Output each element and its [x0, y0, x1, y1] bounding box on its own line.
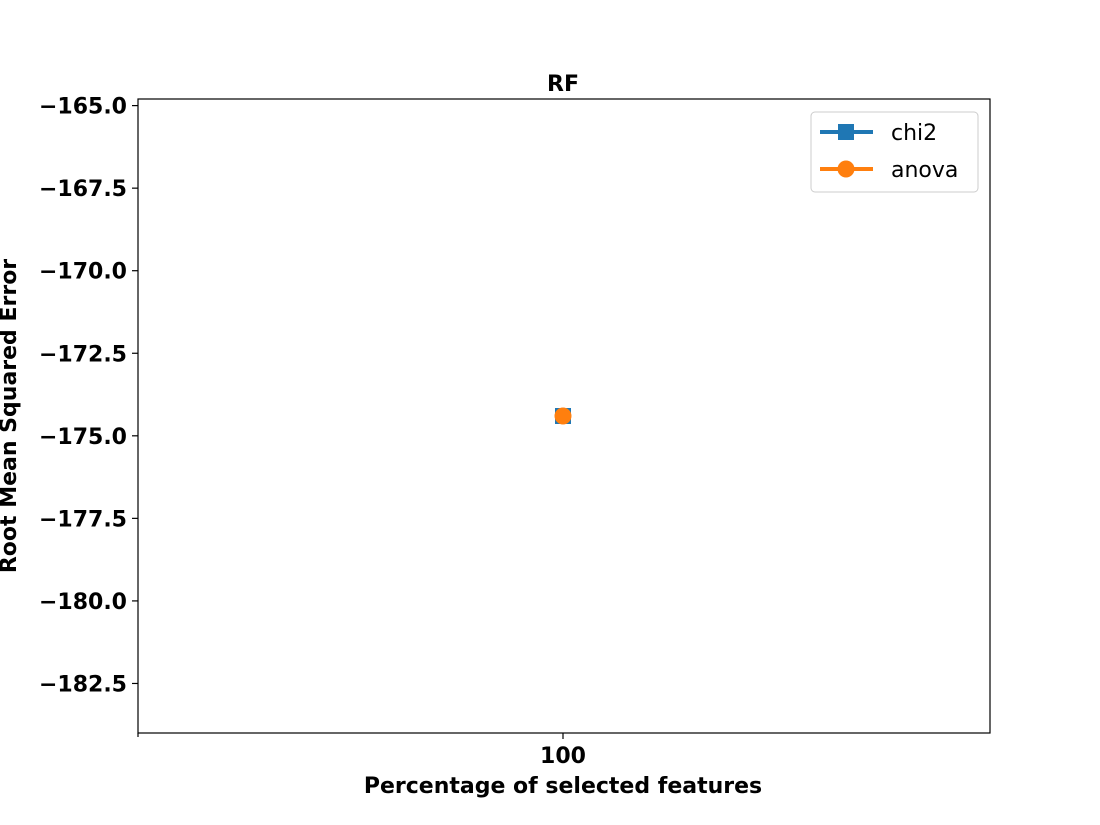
- chart-title: RF: [547, 72, 579, 97]
- y-tick-label: −165.0: [39, 95, 127, 120]
- y-tick-label: −170.0: [39, 260, 127, 285]
- y-tick-label: −177.5: [39, 507, 127, 532]
- y-tick-label: −175.0: [39, 425, 127, 450]
- x-axis-ticks: 100: [137, 733, 586, 769]
- y-tick-label: −172.5: [39, 342, 127, 367]
- legend-marker-anova: [837, 160, 855, 178]
- x-tick-label: 100: [540, 744, 586, 769]
- legend-entries: chi2 anova: [820, 121, 958, 183]
- series-layer: [554, 407, 572, 425]
- y-axis-label: Root Mean Squared Error: [0, 259, 22, 573]
- y-tick-label: −182.5: [39, 672, 127, 697]
- legend-marker-chi2: [838, 124, 854, 140]
- data-point-anova: [554, 407, 572, 425]
- legend: chi2 anova: [810, 111, 979, 193]
- legend-label-anova: anova: [891, 158, 958, 183]
- y-tick-label: −167.5: [39, 177, 127, 202]
- x-axis-label: Percentage of selected features: [364, 774, 762, 799]
- legend-label-chi2: chi2: [891, 121, 937, 146]
- y-tick-label: −180.0: [39, 590, 127, 615]
- y-axis-ticks: −165.0 −167.5 −170.0 −172.5 −175.0 −177.5 −180…: [39, 95, 138, 697]
